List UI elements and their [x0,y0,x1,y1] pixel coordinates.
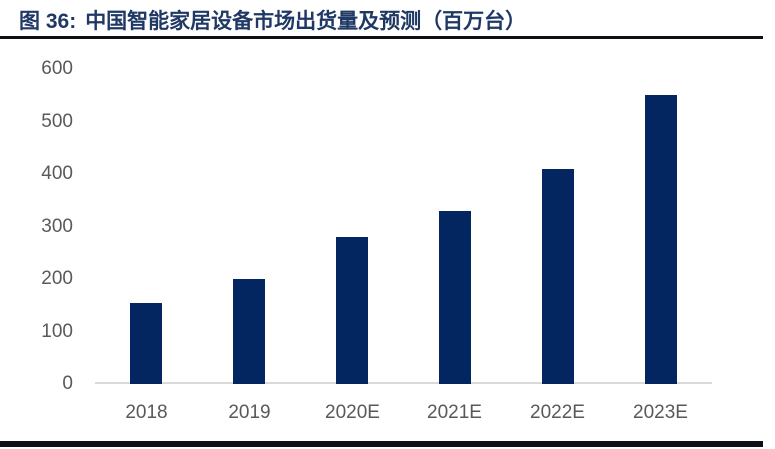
y-axis-tick-label: 500 [41,110,73,132]
x-axis-line [95,382,712,384]
y-axis-tick-label: 300 [41,215,73,237]
y-axis-tick-label: 0 [62,373,73,394]
bar-2019 [233,279,265,384]
bar-2018 [130,303,162,384]
x-axis-category-label: 2021E [427,402,482,423]
bar-2022E [542,169,574,384]
x-axis-category-label: 2023E [633,402,688,423]
x-axis-category-label: 2022E [530,402,585,423]
bar-2020E [336,237,368,384]
bar-2021E [439,211,471,384]
y-axis-tick-label: 400 [41,163,73,184]
figure-number-label: 图 36: [19,10,77,33]
y-axis-tick-label: 100 [41,320,73,342]
figure-title-text: 中国智能家居设备市场出货量及预测（百万台） [85,10,527,33]
bar-2023E [645,95,677,384]
bottom-border-rule [0,441,763,447]
x-axis-category-label: 2020E [325,402,380,423]
x-axis-category-label: 2018 [125,402,168,423]
x-axis-category-label: 2019 [228,402,271,423]
title-underline-rule [0,36,763,39]
y-axis-tick-label: 600 [41,58,73,79]
y-axis-tick-label: 200 [41,268,73,289]
figure-title: 图 36: 中国智能家居设备市场出货量及预测（百万台） [19,5,526,35]
bar-chart: 0 100 200 300 400 500 600 2018 2019 2020E 2021E 202… [0,40,775,440]
